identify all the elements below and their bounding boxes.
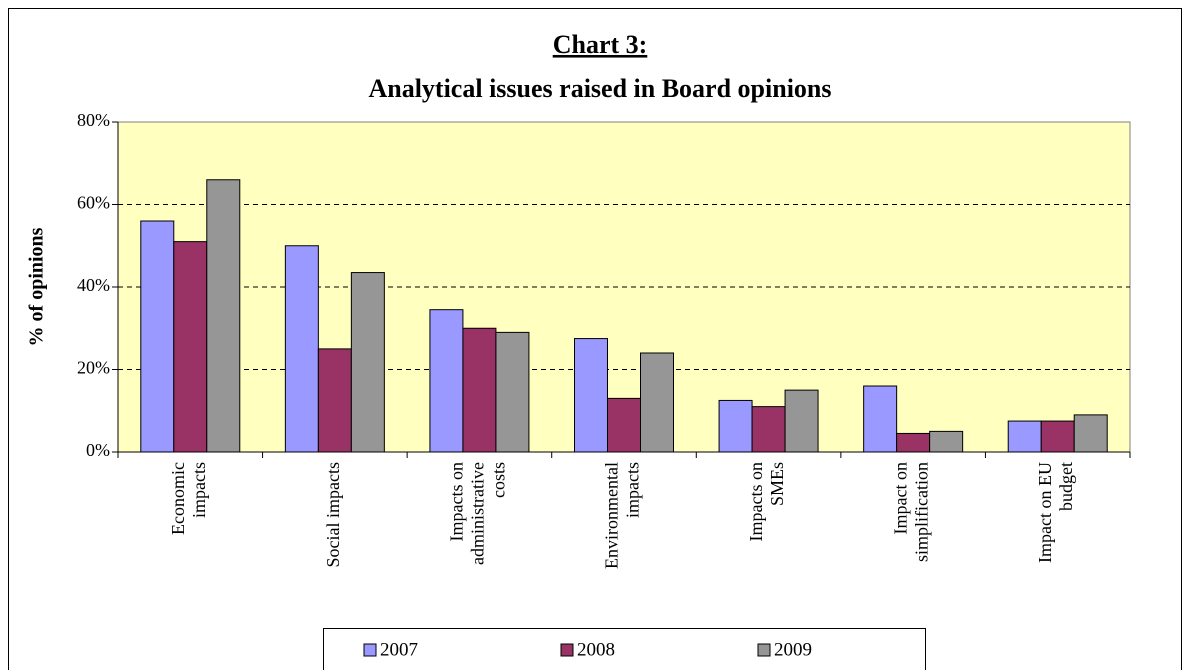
legend-swatch: [757, 643, 771, 657]
legend-box: [323, 628, 926, 670]
chart-subtitle: Analytical issues raised in Board opinio…: [368, 74, 831, 103]
legend-label: 2009: [774, 639, 812, 660]
y-tick-label: 60%: [77, 193, 110, 213]
x-tick-label: Impacts onadministrativecosts: [447, 462, 509, 565]
y-tick-label: 80%: [77, 110, 110, 130]
bar: [751, 406, 786, 453]
bar: [495, 331, 530, 453]
x-tick-label: Social impacts: [323, 462, 343, 567]
bar: [317, 348, 352, 453]
x-tick-label: Environmentalimpacts: [602, 462, 643, 569]
bar: [896, 432, 931, 453]
bar: [350, 272, 385, 453]
y-tick-label: 0%: [86, 440, 110, 460]
bar: [429, 309, 464, 453]
y-tick-label: 20%: [77, 358, 110, 378]
bar: [929, 430, 964, 453]
bar: [1040, 420, 1075, 453]
bar: [140, 220, 175, 453]
x-tick-label: Impact on EUbudget: [1035, 462, 1076, 563]
y-axis-label: % of opinions: [26, 227, 48, 346]
bar: [718, 399, 753, 453]
bar: [1073, 414, 1108, 453]
x-tick-label: Impact onsimplification: [891, 462, 932, 562]
legend-label: 2008: [577, 639, 615, 660]
bar: [574, 338, 608, 453]
bar: [206, 179, 241, 453]
x-tick-label: Impacts onSMEs: [746, 462, 787, 541]
bar: [1007, 420, 1042, 453]
legend-swatch: [560, 643, 574, 657]
bar: [863, 385, 898, 453]
bar: [784, 389, 819, 453]
legend-label: 2007: [380, 639, 418, 660]
chart-title: Chart 3:: [553, 30, 648, 59]
y-tick-label: 40%: [77, 275, 110, 295]
bar: [607, 397, 641, 453]
bar: [640, 352, 674, 453]
legend-swatch: [363, 643, 377, 657]
x-tick-label: Economicimpacts: [168, 462, 209, 535]
bar: [173, 241, 208, 453]
bar: [284, 245, 319, 453]
bar: [462, 327, 497, 453]
